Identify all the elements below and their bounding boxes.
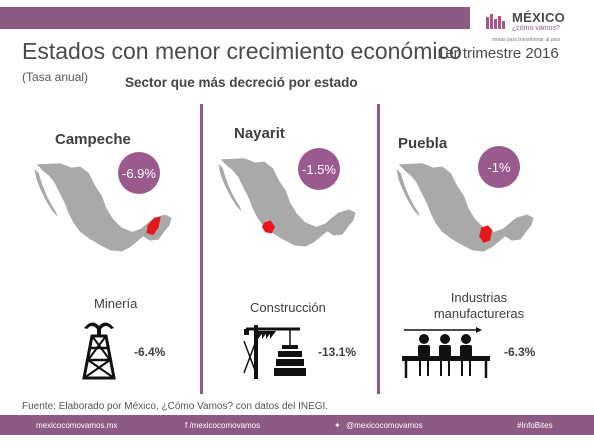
logo-subtitle: ¿cómo vamos? xyxy=(512,25,560,32)
growth-badge-puebla: -1% xyxy=(478,146,520,188)
state-name-puebla: Puebla xyxy=(398,135,448,152)
growth-badge-nayarit: -1.5% xyxy=(298,148,340,190)
sector-name-puebla: Industrias manufactureras xyxy=(433,290,525,321)
footer-website-link[interactable]: mexicocomovamos.mx xyxy=(36,421,118,430)
column-divider xyxy=(377,104,380,394)
page-title: Estados con menor crecimiento económico xyxy=(22,38,462,64)
header-bar xyxy=(0,7,470,29)
sector-change-nayarit: -13.1% xyxy=(318,345,357,359)
logo-tagline: metas para transformar al país xyxy=(492,37,561,43)
state-name-campeche: Campeche xyxy=(55,131,131,148)
crane-icon xyxy=(243,325,306,379)
footer-bar: mexicocomovamos.mx f /mexicocomovamos ✦ … xyxy=(0,415,594,435)
twitter-icon: ✦ xyxy=(334,421,341,430)
column-divider xyxy=(200,104,203,394)
mexico-map-campeche xyxy=(34,163,172,252)
factory-workers-icon xyxy=(402,327,490,378)
title-period: 1er trimestre 2016 xyxy=(437,45,559,62)
growth-badge-campeche: -6.9% xyxy=(118,152,160,194)
sector-name-campeche: Minería xyxy=(94,296,138,311)
sector-heading: Sector que más decreció por estado xyxy=(125,75,358,90)
logo-bars-icon xyxy=(486,14,505,29)
sector-change-puebla: -6.3% xyxy=(504,345,536,359)
mexico-map-nayarit xyxy=(218,158,356,247)
sector-change-campeche: -6.4% xyxy=(134,345,166,359)
footer-facebook-link[interactable]: f /mexicocomovamos xyxy=(185,421,261,430)
source-note: Fuente: Elaborado por México, ¿Cómo Vamo… xyxy=(22,401,329,412)
sector-name-nayarit: Construcción xyxy=(250,300,326,315)
footer-twitter-link[interactable]: @mexicocomovamos xyxy=(346,421,423,430)
state-name-nayarit: Nayarit xyxy=(234,125,285,142)
logo-name: MÉXICO xyxy=(512,10,566,25)
brand-logo: MÉXICO ¿cómo vamos? metas para transform… xyxy=(486,10,586,46)
highlight-region-puebla xyxy=(479,225,493,243)
mexico-map-puebla xyxy=(396,163,534,252)
highlight-region-nayarit xyxy=(261,220,276,234)
footer-hashtag: #InfoBites xyxy=(517,421,553,430)
oil-well-icon xyxy=(82,322,116,380)
rate-note: (Tasa anual) xyxy=(22,70,89,84)
highlight-region-campeche xyxy=(146,216,161,236)
